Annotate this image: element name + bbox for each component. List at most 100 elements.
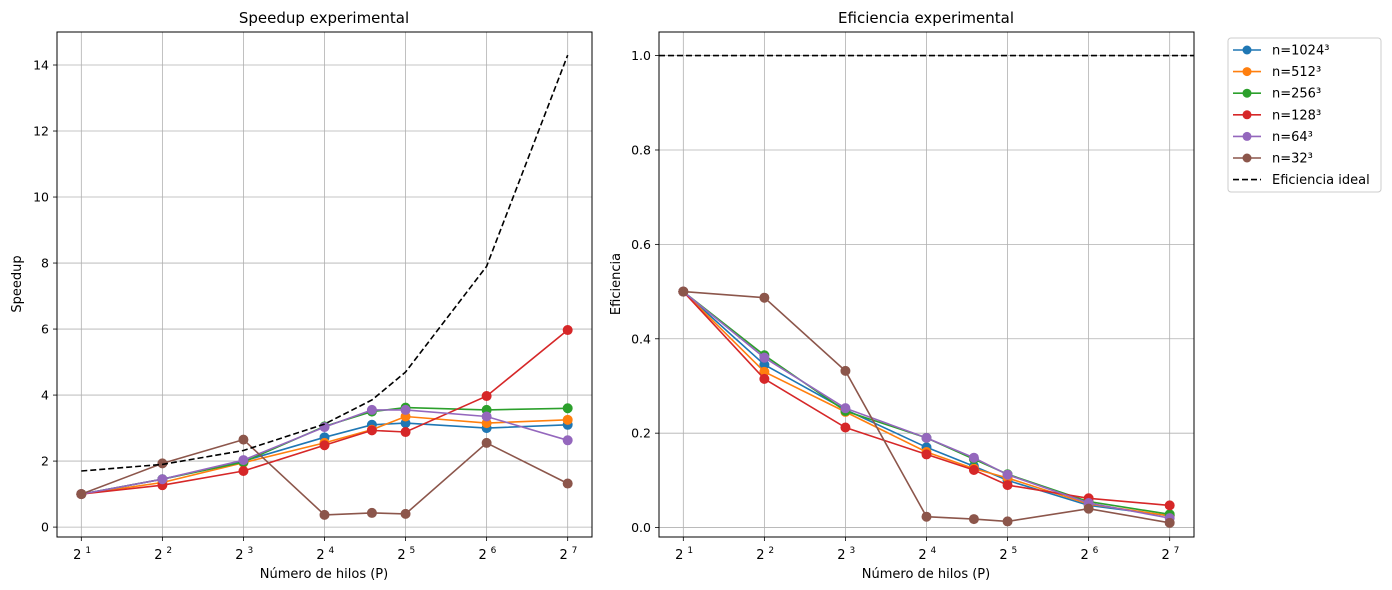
data-point: [840, 403, 851, 414]
data-point: [76, 489, 87, 500]
series-line: [81, 415, 568, 495]
y-tick-label: 0.6: [631, 237, 651, 252]
data-point: [481, 391, 492, 402]
x-tick-exponent: 5: [410, 546, 416, 556]
series-line: [682, 291, 1170, 507]
legend-label: n=128³: [1272, 108, 1321, 123]
speedup-y-label: Speedup: [10, 255, 25, 312]
legend-label: n=64³: [1272, 130, 1313, 145]
x-tick-exponent: 4: [931, 546, 937, 556]
data-point: [238, 465, 249, 476]
x-tick-exponent: 7: [572, 546, 578, 556]
x-tick-label: 2: [560, 548, 568, 563]
legend: n=1024³ n=512³ n=256³ n=128³ n=64³ n=32³ Efici…: [1227, 37, 1382, 193]
series-line: [81, 438, 569, 516]
data-point: [481, 437, 492, 448]
y-tick-label: 6: [41, 322, 49, 337]
x-tick-label: 2: [918, 548, 926, 563]
legend-marker: [1242, 110, 1252, 120]
y-tick-label: 0.0: [631, 520, 651, 535]
x-tick-label: 2: [1080, 548, 1088, 563]
x-tick-label: 2: [1162, 548, 1170, 563]
data-point: [562, 478, 573, 489]
data-point: [921, 449, 932, 460]
data-point: [921, 511, 932, 522]
x-tick-label: 2: [675, 548, 683, 563]
y-tick-label: 14: [33, 58, 49, 73]
data-point: [238, 455, 249, 466]
data-point: [759, 292, 770, 303]
x-tick-exponent: 7: [1174, 546, 1180, 556]
efficiency-title: Eficiencia experimental: [838, 9, 1014, 27]
x-tick-label: 2: [154, 548, 162, 563]
x-tick-exponent: 1: [85, 546, 91, 556]
data-point: [400, 404, 411, 415]
data-point: [366, 404, 377, 415]
data-point: [366, 425, 377, 436]
efficiency-y-ticks: 0.0 0.2 0.4 0.6 0.8 1.0: [631, 48, 659, 535]
efficiency-series: [659, 54, 1194, 528]
speedup-series: [76, 54, 573, 520]
data-point: [400, 508, 411, 519]
legend-marker: [1242, 131, 1252, 141]
data-point: [759, 352, 770, 363]
data-point: [968, 452, 979, 463]
x-tick-label: 2: [999, 548, 1007, 563]
data-point: [968, 514, 979, 525]
legend-marker: [1242, 153, 1252, 163]
data-point: [921, 432, 932, 443]
series-line: [81, 54, 569, 472]
efficiency-x-label: Número de hilos (P): [862, 567, 990, 582]
x-tick-exponent: 6: [491, 546, 497, 556]
y-tick-label: 4: [41, 388, 49, 403]
efficiency-y-label: Eficiencia: [609, 253, 624, 315]
data-point: [238, 434, 249, 445]
legend-marker: [1242, 67, 1252, 77]
series-line: [81, 409, 568, 495]
data-point: [157, 474, 168, 485]
data-point: [562, 435, 573, 446]
legend-marker: [1242, 88, 1252, 98]
series-line: [81, 329, 569, 495]
x-tick-exponent: 2: [166, 546, 172, 556]
data-point: [1083, 503, 1094, 514]
legend-entries: n=1024³ n=512³ n=256³ n=128³ n=64³ n=32³ Efici…: [1233, 44, 1370, 188]
series-line: [682, 291, 1170, 517]
x-tick-label: 2: [316, 548, 324, 563]
data-point: [481, 411, 492, 422]
data-point: [968, 464, 979, 475]
y-tick-label: 0: [41, 520, 49, 535]
data-point: [759, 373, 770, 384]
legend-label: n=512³: [1272, 65, 1321, 80]
x-tick-exponent: 4: [329, 546, 335, 556]
data-point: [1002, 516, 1013, 527]
data-point: [562, 414, 573, 425]
data-point: [366, 507, 377, 518]
x-tick-exponent: 2: [768, 546, 774, 556]
speedup-title: Speedup experimental: [239, 9, 409, 27]
y-tick-label: 1.0: [631, 48, 651, 63]
data-point: [319, 440, 330, 451]
y-tick-label: 2: [41, 454, 49, 469]
speedup-grid: [57, 32, 592, 537]
x-tick-exponent: 1: [687, 546, 693, 556]
x-tick-exponent: 6: [1093, 546, 1099, 556]
y-tick-label: 0.8: [631, 142, 651, 157]
x-tick-label: 2: [837, 548, 845, 563]
series-line: [682, 290, 1170, 519]
speedup-y-ticks: 0 2 4 6 8 10 12 14: [33, 58, 57, 535]
data-point: [840, 422, 851, 433]
x-tick-exponent: 3: [247, 546, 253, 556]
series-line: [683, 290, 1170, 524]
data-point: [1164, 500, 1175, 511]
y-tick-label: 0.4: [631, 331, 651, 346]
efficiency-grid: [659, 32, 1194, 537]
y-tick-label: 10: [33, 190, 49, 205]
y-tick-label: 0.2: [631, 426, 651, 441]
data-point: [319, 509, 330, 520]
legend-label: n=32³: [1272, 152, 1313, 167]
